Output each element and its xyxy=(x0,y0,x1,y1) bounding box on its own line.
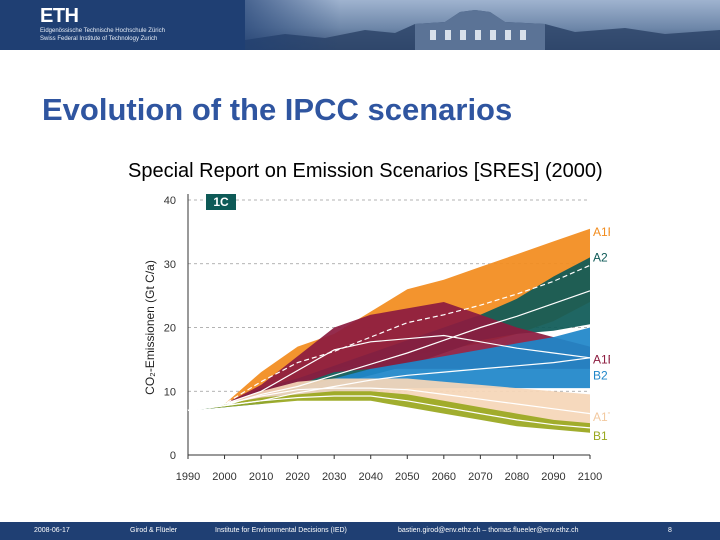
y-tick-label-30: 30 xyxy=(164,259,176,271)
slide-subtitle: Special Report on Emission Scenarios [SR… xyxy=(128,160,603,182)
institution-name-en: Swiss Federal Institute of Technology Zu… xyxy=(40,36,158,42)
institution-name-de: Eidgenössische Technische Hochschule Zür… xyxy=(40,28,165,34)
building-silhouette xyxy=(245,10,720,50)
series-label-b1: B1 xyxy=(593,429,608,443)
band-a1t xyxy=(188,378,590,433)
x-tick-label-2010: 2010 xyxy=(249,471,273,483)
series-label-a1fi: A1FI xyxy=(593,225,610,239)
series-label-b2: B2 xyxy=(593,368,608,382)
eth-logo: ETH xyxy=(40,5,79,27)
x-tick-label-2100: 2100 xyxy=(578,471,602,483)
band-a1b xyxy=(188,302,590,411)
footer-institute: Institute for Environmental Decisions (I… xyxy=(215,527,347,534)
centerline-a1t xyxy=(187,387,591,415)
footer-authors: Girod & Flüeler xyxy=(130,527,178,534)
x-tick-label-2050: 2050 xyxy=(395,471,419,483)
centerline-a1fi xyxy=(187,264,591,411)
x-tick-label-2020: 2020 xyxy=(285,471,309,483)
footer-date: 2008-06-17 xyxy=(34,527,70,534)
slide-title: Evolution of the IPCC scenarios xyxy=(42,92,513,127)
band-b2 xyxy=(188,327,590,411)
centerline-a1b xyxy=(187,334,591,411)
y-axis-label: CO₂-Emissionen (Gt C/a) xyxy=(143,260,157,395)
x-tick-label-2040: 2040 xyxy=(358,471,382,483)
y-tick-label-20: 20 xyxy=(164,323,176,335)
header-banner: ETH Eidgenössische Technische Hochschule… xyxy=(0,0,720,50)
y-tick-label-10: 10 xyxy=(164,386,176,398)
x-tick-label-2030: 2030 xyxy=(322,471,346,483)
x-tick-label-2080: 2080 xyxy=(505,471,529,483)
footer-emails: bastien.girod@env.ethz.ch – thomas.fluee… xyxy=(398,527,579,534)
x-tick-label-1990: 1990 xyxy=(176,471,200,483)
x-tick-label-2070: 2070 xyxy=(468,471,492,483)
x-tick-label-2090: 2090 xyxy=(541,471,565,483)
series-label-a2: A2 xyxy=(593,250,608,264)
centerline-a2 xyxy=(187,290,591,411)
centerline-b1 xyxy=(187,395,591,429)
badge-1c-box xyxy=(206,194,236,210)
y-tick-label-0: 0 xyxy=(170,450,176,462)
series-label-a1b: A1B xyxy=(593,352,610,366)
badge-1c-label: 1C xyxy=(213,195,229,209)
band-b1 xyxy=(188,391,590,433)
x-tick-label-2000: 2000 xyxy=(212,471,236,483)
series-label-a1t: A1T xyxy=(593,410,610,424)
footer-page-number: 8 xyxy=(668,527,672,534)
footer: 2008-06-17 Girod & Flüeler Institute for… xyxy=(0,522,720,540)
x-tick-label-2060: 2060 xyxy=(432,471,456,483)
y-tick-label-40: 40 xyxy=(164,195,176,207)
